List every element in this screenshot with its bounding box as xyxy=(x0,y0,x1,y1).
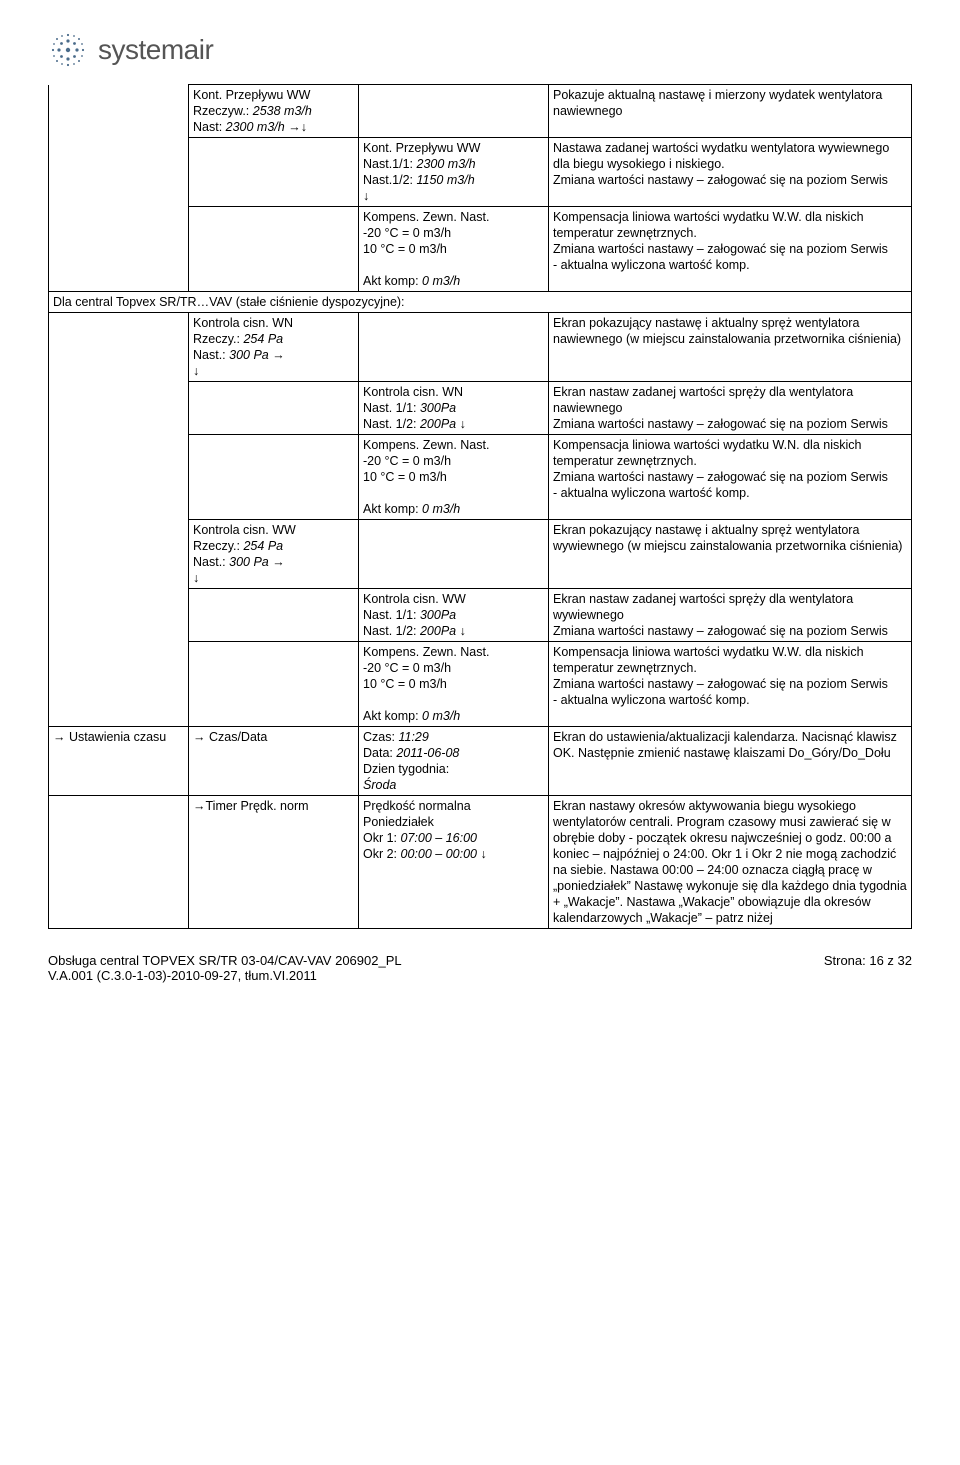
col-nav xyxy=(49,642,189,727)
col-param: Czas: 11:29Data: 2011-06-08Dzien tygodni… xyxy=(359,727,549,796)
col-param xyxy=(359,313,549,382)
col-desc: Ekran do ustawienia/aktualizacji kalenda… xyxy=(549,727,912,796)
col-param: Kont. Przepływu WWNast.1/1: 2300 m3/hNas… xyxy=(359,138,549,207)
col-param: Kompens. Zewn. Nast.-20 °C = 0 m3/h10 °C… xyxy=(359,207,549,292)
col-screen: Kontrola cisn. WWRzeczy.: 254 PaNast.: 3… xyxy=(189,520,359,589)
col-desc: Nastawa zadanej wartości wydatku wentyla… xyxy=(549,138,912,207)
col-screen xyxy=(189,207,359,292)
col-nav xyxy=(49,520,189,589)
col-nav xyxy=(49,313,189,382)
col-nav xyxy=(49,796,189,929)
col-param: Kontrola cisn. WWNast. 1/1: 300PaNast. 1… xyxy=(359,589,549,642)
logo-icon xyxy=(48,30,88,70)
col-screen xyxy=(189,589,359,642)
col-screen: Kont. Przepływu WWRzeczyw.: 2538 m3/hNas… xyxy=(189,85,359,138)
footer-left: Obsługa central TOPVEX SR/TR 03-04/CAV-V… xyxy=(48,953,402,983)
col-param xyxy=(359,85,549,138)
col-screen xyxy=(189,382,359,435)
header-logo: systemair xyxy=(48,30,912,70)
col-desc: Kompensacja liniowa wartości wydatku W.N… xyxy=(549,435,912,520)
col-desc: Ekran pokazujący nastawę i aktualny sprę… xyxy=(549,313,912,382)
col-screen xyxy=(189,435,359,520)
col-desc: Ekran pokazujący nastawę i aktualny sprę… xyxy=(549,520,912,589)
col-desc: Kompensacja liniowa wartości wydatku W.W… xyxy=(549,207,912,292)
col-screen: →Timer Prędk. norm xyxy=(189,796,359,929)
col-param: Kompens. Zewn. Nast.-20 °C = 0 m3/h10 °C… xyxy=(359,642,549,727)
col-desc: Kompensacja liniowa wartości wydatku W.W… xyxy=(549,642,912,727)
col-nav xyxy=(49,435,189,520)
col-nav: → Ustawienia czasu xyxy=(49,727,189,796)
footer-right: Strona: 16 z 32 xyxy=(824,953,912,983)
col-nav xyxy=(49,589,189,642)
col-nav xyxy=(49,138,189,207)
col-screen xyxy=(189,138,359,207)
col-desc: Ekran nastaw zadanej wartości spręży dla… xyxy=(549,382,912,435)
logo-text: systemair xyxy=(98,34,213,66)
section-header: Dla central Topvex SR/TR…VAV (stałe ciśn… xyxy=(49,292,912,313)
col-param: Kompens. Zewn. Nast.-20 °C = 0 m3/h10 °C… xyxy=(359,435,549,520)
col-param xyxy=(359,520,549,589)
col-param: Kontrola cisn. WNNast. 1/1: 300PaNast. 1… xyxy=(359,382,549,435)
col-nav xyxy=(49,382,189,435)
col-screen: Kontrola cisn. WNRzeczy.: 254 PaNast.: 3… xyxy=(189,313,359,382)
col-screen xyxy=(189,642,359,727)
col-screen: → Czas/Data xyxy=(189,727,359,796)
col-nav xyxy=(49,207,189,292)
col-param: Prędkość normalnaPoniedziałekOkr 1: 07:0… xyxy=(359,796,549,929)
col-desc: Pokazuje aktualną nastawę i mierzony wyd… xyxy=(549,85,912,138)
page-footer: Obsługa central TOPVEX SR/TR 03-04/CAV-V… xyxy=(48,953,912,983)
col-nav xyxy=(49,85,189,138)
col-desc: Ekran nastaw zadanej wartości spręży dla… xyxy=(549,589,912,642)
col-desc: Ekran nastawy okresów aktywowania biegu … xyxy=(549,796,912,929)
settings-table: Kont. Przepływu WWRzeczyw.: 2538 m3/hNas… xyxy=(48,84,912,929)
